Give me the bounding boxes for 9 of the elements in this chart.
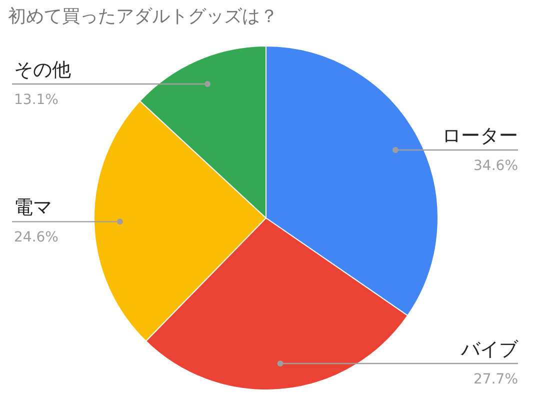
data-label: 13.1% xyxy=(14,92,58,108)
slice-label: ローター xyxy=(442,124,518,147)
slice-label: バイブ xyxy=(460,338,519,361)
slice-label: 電マ xyxy=(14,196,52,219)
slice-label: その他 xyxy=(14,59,71,82)
data-label: 34.6% xyxy=(474,158,518,174)
data-label: 27.7% xyxy=(474,372,518,388)
chart-title: 初めて買ったアダルトグッズは？ xyxy=(8,6,278,27)
data-label: 24.6% xyxy=(14,230,58,246)
